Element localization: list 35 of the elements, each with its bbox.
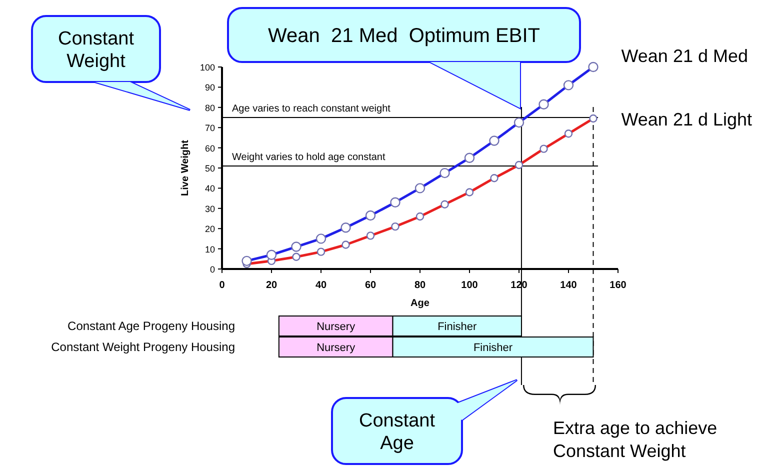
- y-tick-label: 10: [204, 244, 215, 254]
- y-tick-label: 90: [204, 82, 215, 93]
- y-tick-label: 0: [210, 264, 215, 274]
- x-tick-label: 160: [610, 280, 627, 291]
- y-tick-label: 70: [204, 123, 215, 134]
- text: Wean 21 Med Optimum EBIT: [268, 25, 540, 47]
- y-tick-label: 60: [204, 143, 215, 154]
- x-axis-title: Age: [410, 298, 430, 309]
- series-label: Wean 21 d Light: [621, 110, 752, 130]
- x-tick-label: 20: [266, 280, 278, 291]
- y-tick-label: 50: [204, 164, 215, 174]
- x-tick-label: 60: [364, 280, 376, 291]
- text: Extra age to achieve Constant Weight: [553, 418, 718, 461]
- y-tick-label: 20: [204, 224, 215, 234]
- text: Constant Weight: [58, 28, 135, 72]
- x-tick-label: 0: [219, 280, 226, 291]
- category-label: Constant Age Progeny Housing: [68, 319, 235, 333]
- y-tick-label: 100: [200, 62, 215, 72]
- x-tick-label: 80: [414, 280, 426, 291]
- x-tick-label: 140: [560, 280, 578, 291]
- category-label: Constant Weight Progeny Housing: [51, 340, 235, 354]
- series-label: Finisher: [438, 321, 478, 333]
- x-tick-label: 40: [315, 280, 327, 291]
- text: Finisher: [473, 342, 513, 354]
- text: Nursery: [316, 342, 356, 354]
- ref-line-label: Weight varies to hold age constant: [232, 152, 386, 163]
- text: Constant Age: [358, 410, 436, 454]
- y-tick-label: 40: [204, 184, 215, 194]
- y-tick-label: 30: [204, 204, 215, 214]
- series-label: Nursery: [316, 321, 356, 333]
- ref-line-label: Age varies to reach constant weight: [232, 104, 391, 114]
- y-tick-label: 80: [204, 102, 215, 113]
- series-label: Wean 21 d Med: [621, 46, 748, 66]
- y-axis-title: Live Weight: [180, 139, 191, 196]
- x-tick-label: 100: [461, 280, 478, 291]
